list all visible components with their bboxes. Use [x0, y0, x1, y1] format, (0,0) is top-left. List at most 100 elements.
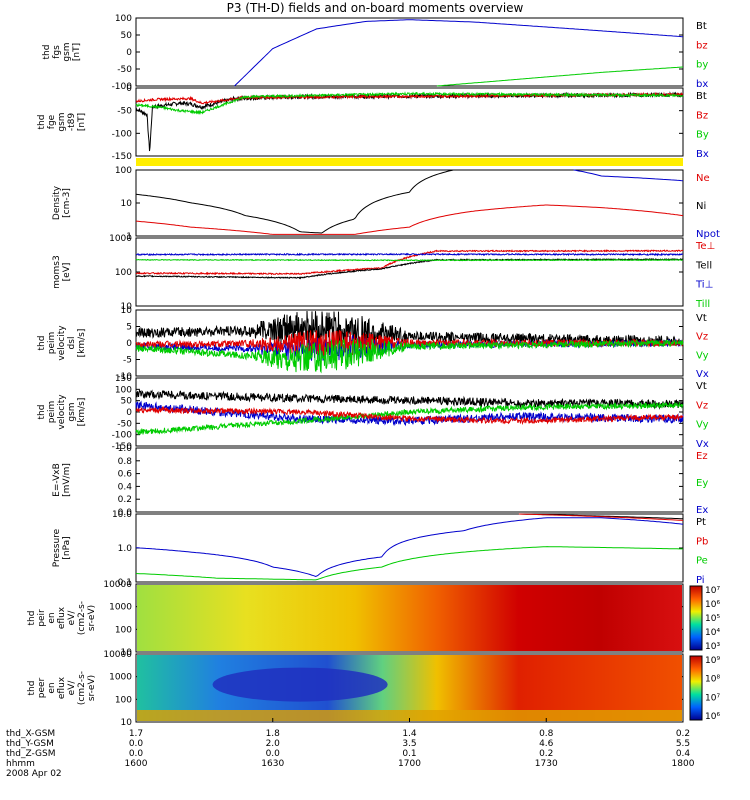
ytick-label: 1 [126, 232, 132, 242]
ylabel-line: moms3 [52, 255, 62, 288]
xaxis-value: 0.0 [266, 749, 281, 759]
ylabel-line: E=-VxB [52, 463, 62, 497]
ylabel-line: [mV/m] [62, 463, 72, 497]
panel-9: thd peir en eflux eV/(cm2-s-sr-eV) 10000 1000 1… [27, 580, 720, 658]
xaxis-value: 1730 [535, 759, 558, 769]
ytick-label: 0 [126, 408, 132, 418]
xaxis-value: 0.2 [676, 729, 690, 739]
ytick-label: 150 [115, 374, 132, 384]
ytick-label: -50 [117, 419, 132, 429]
ylabel-line: gsm [57, 112, 67, 131]
legend-ey: Ey [696, 478, 708, 489]
xaxis-value: 1.8 [266, 729, 281, 739]
ytick-label: 5 [126, 323, 132, 333]
ytick-label: -50 [117, 107, 132, 117]
ylabel-line: eflux [57, 606, 67, 629]
series-vy [135, 338, 684, 374]
panel-7: E=-VxB [mV/m] 1.0 0.8 0.6 0.4 0.2 0.0 Ez Ey Ex [52, 444, 708, 518]
status-bar [136, 158, 683, 166]
panel-4: moms3 [eV] 1000 100 10 Te⊥ Tell Ti⊥ Till [52, 234, 715, 312]
legend-ez: Ez [696, 451, 708, 462]
panel-10: thd peer en eflux eV/(cm2-s-sr-eV) 10000 1000 1… [27, 650, 720, 728]
colorbar-label: 10⁶ [705, 600, 720, 610]
ytick-label: -100 [112, 431, 133, 441]
panel-frame [135, 513, 684, 583]
ytick-label: 50 [121, 397, 133, 407]
panel-frame [135, 237, 684, 307]
panel-8: Pressure [nPa] 10.0 1.0 0.1 Pt Pb Pe Pi [52, 510, 708, 588]
legend-npot: Npot [696, 229, 720, 240]
ytick-label: 0 [126, 48, 132, 58]
legend-by: by [696, 60, 708, 71]
xaxis-row-label: hhmm [6, 759, 35, 769]
colorbar-label: 10⁵ [705, 614, 720, 624]
ylabel-line: sr-eV) [87, 605, 97, 631]
ylabel-line: [km/s] [77, 398, 87, 427]
series-by [436, 66, 684, 87]
xaxis-value: 1.7 [129, 729, 143, 739]
ylabel-line: [nPa] [62, 536, 72, 559]
xaxis-row-label: thd_X-GSM [6, 729, 55, 739]
series-pb [518, 513, 684, 521]
ytick-label: -10 [117, 372, 132, 382]
series-vt [135, 389, 684, 410]
ytick-label: 10 [121, 199, 133, 209]
xaxis-value: 0.8 [539, 729, 554, 739]
colorbar-label: 10⁴ [705, 628, 720, 638]
legend-bz: bz [696, 40, 708, 51]
panel-5: thd peim velocity dsl [km/s] 10 5 0 -5 -10 Vt Vz Vy V… [37, 306, 709, 382]
legend-te⊥: Te⊥ [695, 241, 715, 252]
panel-1: thd fge gsm -t89 [nT] 0 -50 -100 -150 Bt Bz By Bx [37, 84, 709, 162]
colorbar-label: 10⁶ [705, 712, 720, 722]
ylabel-line: thd [42, 45, 52, 60]
legend-vz: Vz [696, 332, 708, 343]
xaxis-value: 2.0 [266, 739, 281, 749]
legend-vy: Vy [696, 420, 709, 431]
series-tell [135, 258, 684, 280]
ylabel-line: thd [27, 681, 37, 696]
ylabel-line: fgs [52, 45, 62, 59]
spectrogram-core [212, 667, 388, 702]
ylabel-line: dsl [67, 337, 77, 350]
legend-vx: Vx [696, 369, 709, 380]
legend-pt: Pt [696, 517, 706, 528]
xaxis-value: 5.5 [676, 739, 690, 749]
ytick-label: 10 [121, 648, 133, 658]
panel-frame [135, 87, 684, 157]
ytick-label: 0.0 [118, 508, 133, 518]
ytick-label: 0 [126, 84, 132, 94]
xaxis-value: 0.4 [676, 749, 691, 759]
ytick-label: 100 [115, 166, 132, 176]
panel-frame [135, 447, 684, 513]
ylabel-line: gsm [62, 42, 72, 61]
ytick-label: 100 [115, 268, 132, 278]
legend-pb: Pb [696, 536, 708, 547]
ylabel-line: [nT] [77, 113, 87, 131]
legend-bt: Bt [696, 21, 707, 32]
ytick-label: 100 [115, 695, 132, 705]
ytick-label: 0.2 [118, 495, 132, 505]
ytick-label: 0.4 [118, 482, 133, 492]
xaxis-value: 3.5 [402, 739, 416, 749]
legend-ex: Ex [696, 505, 708, 516]
ytick-label: -100 [112, 82, 133, 92]
ylabel-line: gsm [67, 402, 77, 421]
xaxis-row-label: thd_Z-GSM [6, 749, 55, 759]
ylabel-line: eV/ [67, 610, 77, 626]
legend-till: Till [695, 299, 710, 310]
legend-vt: Vt [696, 313, 707, 324]
figure-title: P3 (TH-D) fields and on-board moments ov… [226, 1, 524, 15]
ylabel-line: thd [37, 336, 47, 351]
legend-vt: Vt [696, 381, 707, 392]
ytick-label: 1000 [109, 673, 132, 683]
spectrogram [137, 585, 682, 651]
colorbar [689, 585, 703, 651]
ytick-label: 0.8 [118, 457, 133, 467]
series-te⊥ [135, 249, 684, 276]
ylabel-line: [nT] [72, 43, 82, 61]
ylabel-line: thd [37, 115, 47, 130]
series-npot [573, 169, 684, 182]
legend-bx: Bx [696, 149, 709, 160]
ylabel-line: [eV] [62, 263, 72, 282]
spectrogram-low-band [137, 710, 682, 721]
